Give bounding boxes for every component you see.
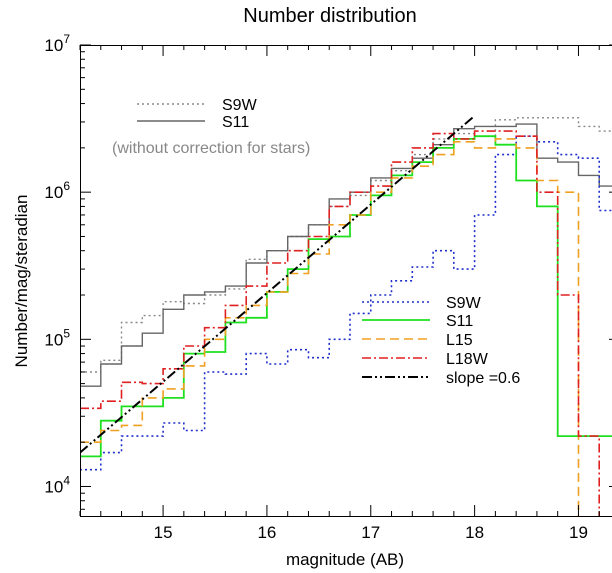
legend-label-s11: S11 — [222, 114, 249, 131]
series-line-color-s11 — [80, 135, 612, 458]
series-line-gray-s9w — [80, 117, 612, 373]
chart-title: Number distribution — [243, 5, 416, 27]
legend-label-l18w: L18W — [446, 351, 489, 368]
x-tick-label: 18 — [465, 523, 484, 542]
legend-label-slope-0-6: slope =0.6 — [446, 370, 520, 387]
legend-label-s11: S11 — [446, 313, 473, 330]
y-tick-label: 106 — [44, 179, 70, 202]
series-line-gray-s11 — [80, 123, 612, 387]
legend-label-s9w: S9W — [446, 295, 482, 312]
series-line-color-l18w — [80, 130, 600, 517]
series-layer — [80, 115, 612, 517]
axis-layer: 15 16 17 18 19 104 105 106 107 — [44, 32, 612, 542]
x-tick-label: 19 — [569, 523, 588, 542]
legend-label-s9w: S9W — [222, 97, 258, 114]
y-tick-label: 105 — [44, 326, 70, 349]
y-tick-exponent: 6 — [63, 179, 70, 193]
legend-note: (without correction for stars) — [112, 140, 310, 157]
series-line-color-l15 — [80, 138, 580, 517]
series-line-color-slope-0-6 — [80, 115, 476, 454]
series-line-color-s9w — [80, 135, 612, 471]
y-tick-label: 104 — [44, 473, 70, 496]
x-tick-label: 16 — [257, 523, 276, 542]
x-axis-label: magnitude (AB) — [286, 550, 404, 569]
x-tick-label: 15 — [154, 523, 173, 542]
y-axis-label: Number/mag/steradian — [12, 195, 31, 368]
plot-frame — [80, 45, 612, 517]
x-tick-label: 17 — [361, 523, 380, 542]
y-tick-exponent: 7 — [63, 32, 70, 46]
y-tick-label: 107 — [44, 32, 70, 55]
y-tick-exponent: 4 — [63, 473, 70, 487]
legend-label-l15: L15 — [446, 332, 473, 349]
y-tick-exponent: 5 — [63, 326, 70, 340]
